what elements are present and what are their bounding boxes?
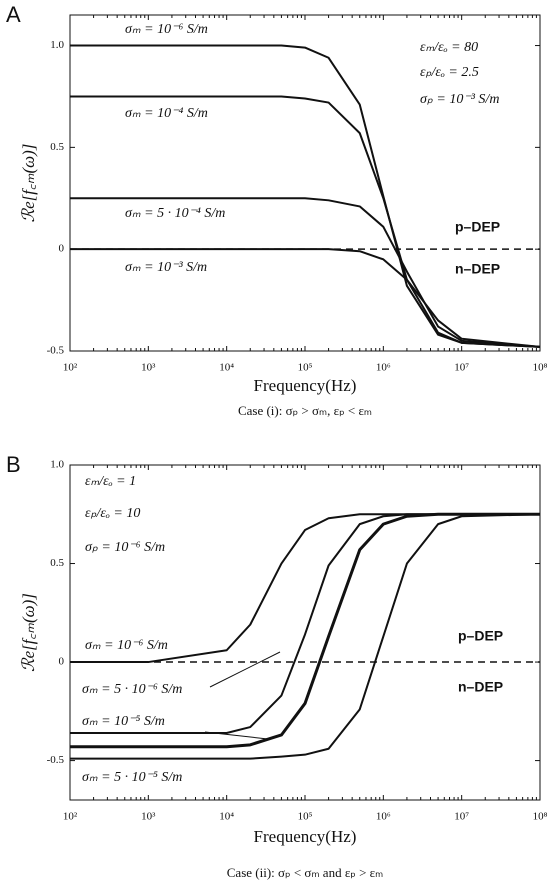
y-tick-label: -0.5 [47, 345, 65, 357]
y-tick-label: 0 [59, 243, 65, 255]
x-tick-label: 10² [63, 811, 78, 823]
annotation: n–DEP [458, 679, 503, 695]
x-tick-label: 10⁴ [219, 811, 234, 823]
leader-line [209, 651, 281, 688]
x-tick-label: 10⁶ [376, 811, 391, 823]
x-tick-label: 10² [63, 362, 78, 374]
x-axis-label: Frequency(Hz) [254, 827, 357, 846]
curve [70, 197, 541, 348]
y-tick-label: 1.0 [50, 459, 64, 471]
x-tick-label: 10⁵ [298, 811, 313, 823]
annotation: σₘ = 5 · 10⁻⁵ S/m [82, 770, 182, 785]
y-tick-label: 0 [59, 656, 65, 668]
curve [70, 248, 541, 348]
x-tick-label: 10³ [141, 811, 156, 823]
y-axis-label: ℛe[f꜀ₘ(ω)] [19, 144, 38, 223]
x-tick-label: 10³ [141, 362, 156, 374]
panel-letter: B [6, 452, 21, 477]
annotation: εₚ/εₒ = 10 [85, 506, 140, 521]
annotation: σₘ = 5 · 10⁻⁶ S/m [82, 682, 182, 697]
annotation: σₚ = 10⁻³ S/m [420, 92, 499, 107]
x-tick-label: 10⁸ [533, 362, 548, 374]
y-tick-label: -0.5 [47, 754, 65, 766]
annotation: σₘ = 5 · 10⁻⁴ S/m [125, 206, 225, 221]
annotation: p–DEP [455, 219, 500, 235]
annotation: σₘ = 10⁻³ S/m [125, 260, 207, 275]
x-tick-label: 10⁷ [454, 811, 469, 823]
x-tick-label: 10⁵ [298, 362, 313, 374]
annotation: p–DEP [458, 628, 503, 644]
caption: Case (i): σₚ > σₘ, εₚ < εₘ [238, 403, 372, 418]
annotation: σₘ = 10⁻⁵ S/m [82, 714, 165, 729]
y-tick-label: 1.0 [50, 39, 64, 51]
x-tick-label: 10⁶ [376, 362, 391, 374]
curve [70, 512, 540, 749]
annotation: σₘ = 10⁻⁴ S/m [125, 106, 208, 121]
x-tick-label: 10⁸ [533, 811, 548, 823]
annotation: εₘ/εₒ = 1 [85, 474, 136, 489]
curve [70, 513, 541, 760]
annotation: εₚ/εₒ = 2.5 [420, 65, 479, 80]
y-tick-label: 0.5 [50, 557, 64, 569]
annotation: εₘ/εₒ = 80 [420, 40, 478, 55]
curve [70, 95, 541, 348]
x-tick-label: 10⁷ [454, 362, 469, 374]
caption: Case (ii): σₚ < σₘ and εₚ > εₘ [227, 865, 383, 880]
annotation: n–DEP [455, 261, 500, 277]
x-tick-label: 10⁴ [219, 362, 234, 374]
annotation: σₚ = 10⁻⁶ S/m [85, 540, 165, 555]
x-axis-label: Frequency(Hz) [254, 376, 357, 395]
annotation: σₘ = 10⁻⁶ S/m [125, 22, 208, 37]
curve [70, 44, 541, 348]
y-tick-label: 0.5 [50, 141, 64, 153]
panel-letter: A [6, 2, 21, 27]
annotation: σₘ = 10⁻⁶ S/m [85, 638, 168, 653]
y-axis-label: ℛe[f꜀ₘ(ω)] [19, 593, 38, 672]
